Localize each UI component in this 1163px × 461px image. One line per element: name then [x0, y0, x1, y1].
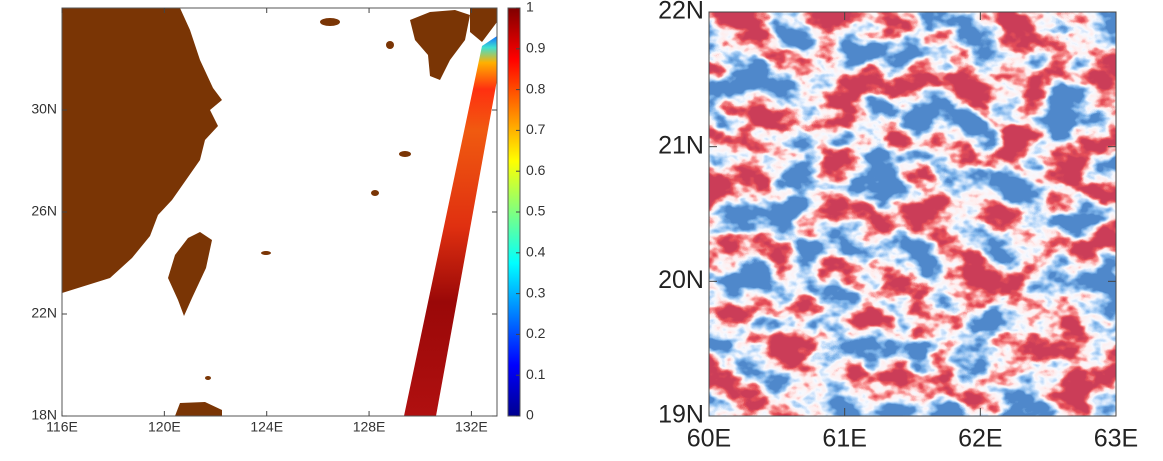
y-tick-label: 22N	[31, 305, 57, 321]
land	[399, 151, 411, 157]
colorbar-tick-label: 0.2	[526, 325, 546, 341]
x-tick-label: 132E	[455, 419, 488, 435]
x-tick-label: 128E	[353, 419, 386, 435]
colorbar-tick-label: 0.5	[526, 203, 546, 219]
colorbar-tick-label: 0	[526, 407, 534, 423]
x-tick-label: 61E	[822, 425, 866, 453]
colorbar-tick-label: 0.1	[526, 366, 546, 382]
colorbar-tick-label: 1	[526, 0, 534, 15]
land	[410, 10, 470, 80]
y-tick-label: 26N	[31, 203, 57, 219]
x-tick-label: 63E	[1094, 425, 1138, 453]
land	[62, 8, 222, 293]
land	[386, 41, 394, 49]
colorbar-tick-label: 0.8	[526, 80, 546, 96]
land	[168, 232, 212, 316]
colorbar-tick-label: 0.9	[526, 40, 546, 56]
land	[205, 376, 211, 380]
colorbar-tick-label: 0.7	[526, 121, 546, 137]
x-tick-label: 60E	[687, 425, 731, 453]
colorbar-tick-label: 0.6	[526, 162, 546, 178]
swath	[404, 36, 497, 416]
colorbar-tick-label: 0.3	[526, 284, 546, 300]
x-tick-label: 62E	[958, 425, 1002, 453]
y-tick-label: 19N	[658, 401, 704, 429]
x-tick-label: 120E	[148, 419, 181, 435]
land	[371, 190, 379, 196]
axes-frame	[708, 11, 1117, 417]
land	[470, 8, 497, 42]
land	[175, 402, 222, 416]
x-tick-label: 116E	[46, 419, 78, 435]
y-tick-label: 20N	[658, 266, 704, 294]
left-map	[62, 8, 497, 416]
x-tick-label: 124E	[250, 419, 283, 435]
y-tick-label: 22N	[658, 0, 704, 25]
land	[261, 251, 271, 255]
y-tick-label: 18N	[31, 407, 57, 423]
colorbar-tick-label: 0.4	[526, 244, 546, 260]
land	[320, 18, 340, 26]
y-tick-label: 21N	[658, 131, 704, 159]
vorticity-field	[709, 12, 1116, 416]
y-tick-label: 30N	[31, 101, 57, 117]
